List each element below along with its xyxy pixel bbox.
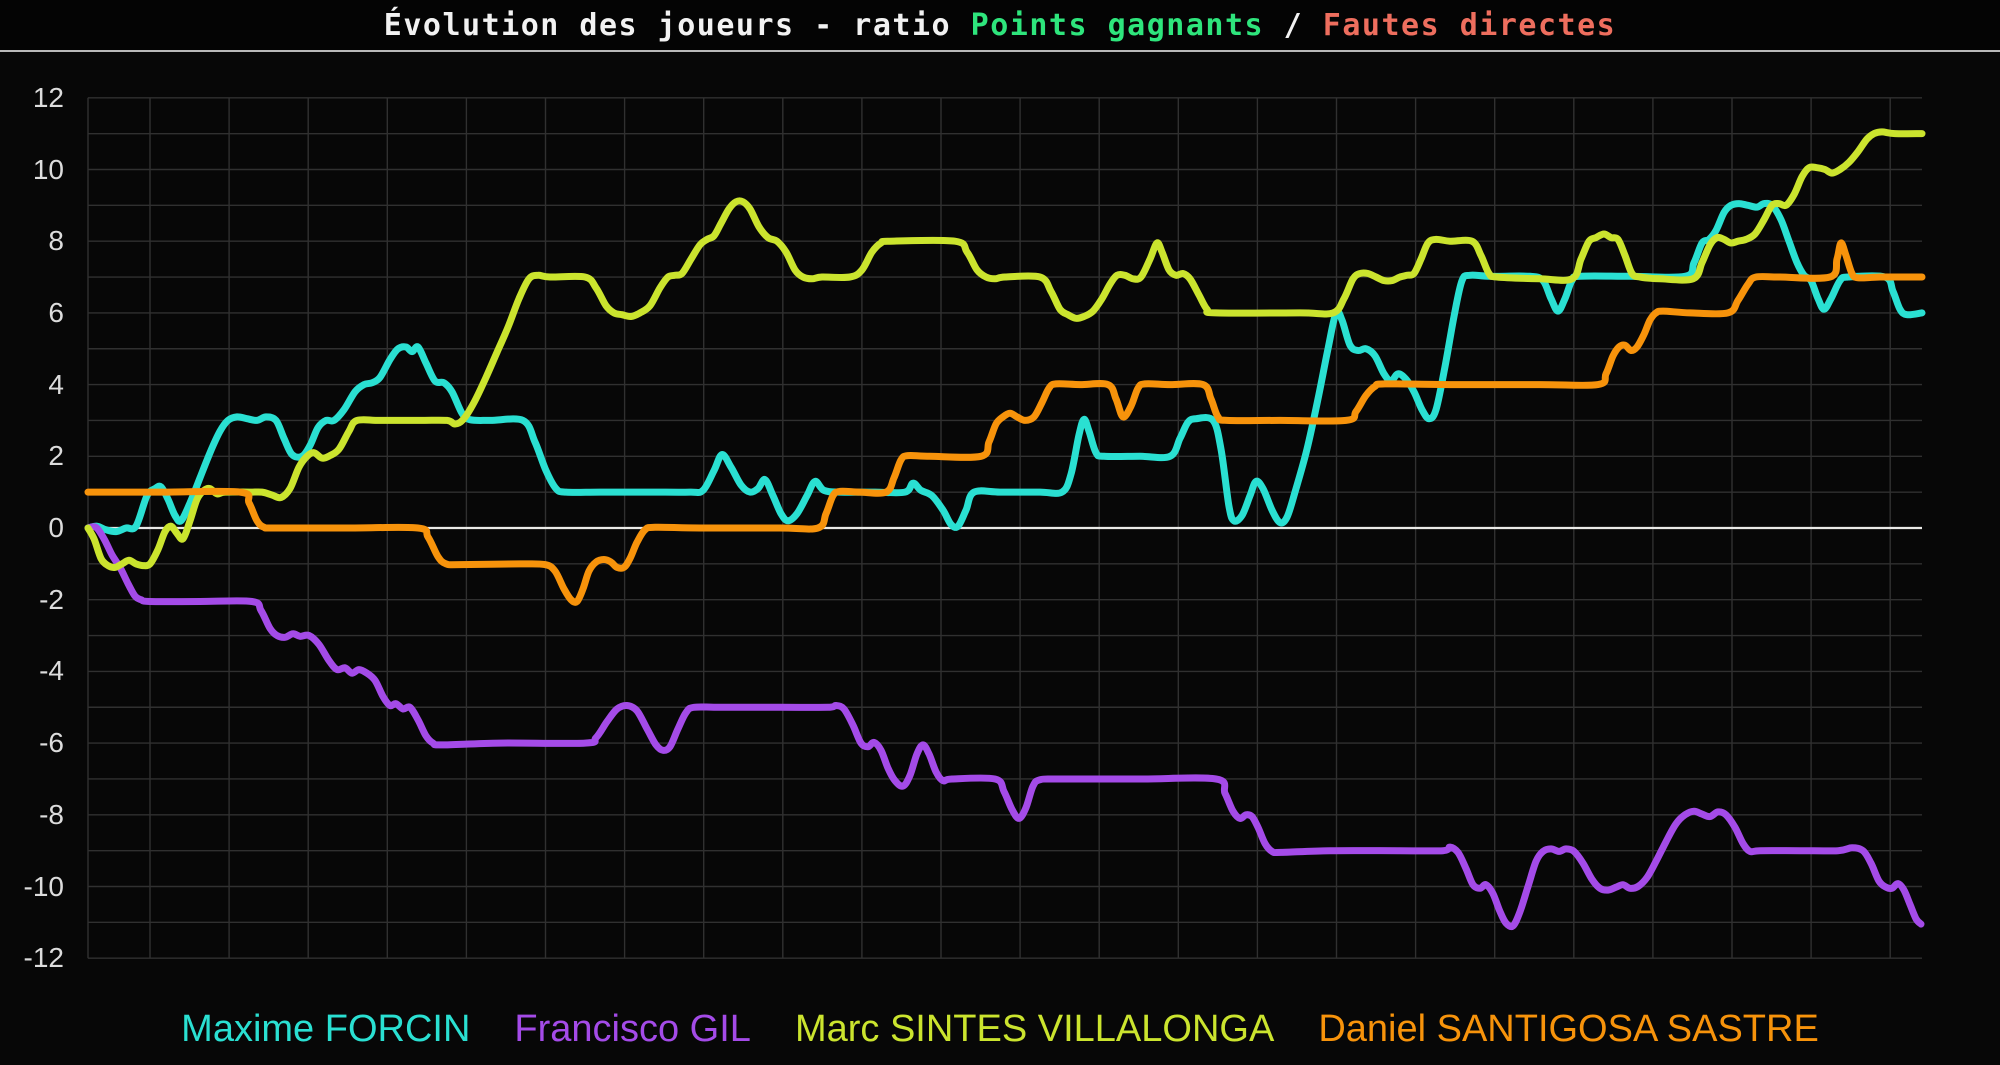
y-tick-label: -2	[39, 583, 64, 615]
title-bar: Évolution des joueurs - ratio Points gag…	[0, 0, 2000, 52]
y-tick-label: -6	[39, 727, 64, 759]
title-text-faults: Fautes directes	[1322, 7, 1617, 43]
legend-item-francisco-gil: Francisco GIL	[514, 1007, 751, 1050]
y-tick-label: -4	[39, 655, 64, 687]
legend: Maxime FORCIN Francisco GIL Marc SINTES VI…	[0, 1004, 2000, 1054]
y-tick-label: 6	[48, 296, 64, 328]
legend-item-maxime-forcin: Maxime FORCIN	[181, 1007, 471, 1050]
series-line-marc-sintes-villalonga	[84, 128, 1926, 571]
title-text-winners: Points gagnants	[970, 7, 1265, 43]
y-tick-label: -12	[23, 942, 64, 974]
y-tick-label: -10	[23, 870, 64, 902]
series-line-daniel-santigosa-sastre	[84, 239, 1926, 606]
page-title: Évolution des joueurs - ratio Points gag…	[384, 8, 1616, 43]
y-tick-label: 0	[48, 512, 64, 543]
title-text-main: Évolution des joueurs - ratio	[383, 7, 971, 43]
series-line-maxime-forcin	[84, 199, 1926, 536]
y-tick-label: 4	[48, 368, 64, 400]
title-text-separator: /	[1264, 7, 1323, 43]
legend-item-daniel-santigosa-sastre: Daniel SANTIGOSA SASTRE	[1318, 1007, 1819, 1050]
y-tick-label: 2	[48, 440, 64, 472]
y-tick-label: 10	[32, 153, 64, 185]
series-line-francisco-gil	[84, 523, 1925, 931]
y-tick-label: 8	[48, 225, 64, 257]
legend-item-marc-sintes-villalonga: Marc SINTES VILLALONGA	[794, 1007, 1275, 1050]
y-tick-label: -8	[39, 798, 64, 830]
y-tick-label: 12	[32, 81, 64, 113]
